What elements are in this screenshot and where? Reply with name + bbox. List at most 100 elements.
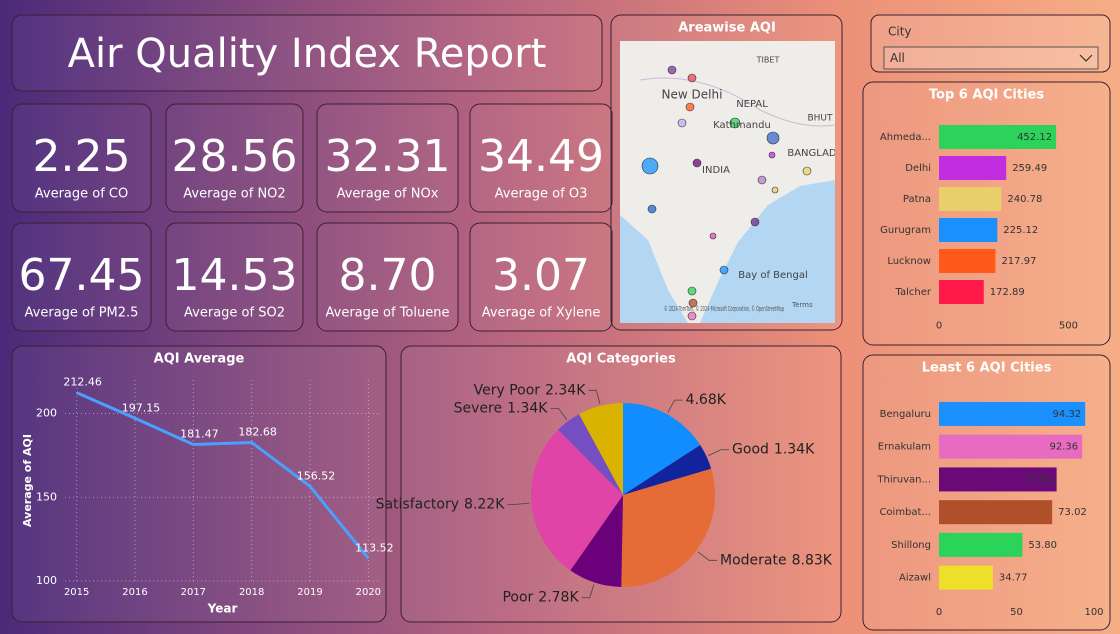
category-label: Shillong	[891, 540, 931, 551]
x-tick-label: 0	[936, 321, 942, 332]
pie-category: Good	[732, 442, 769, 458]
kpi-card	[316, 222, 459, 332]
x-tick-label: 0	[936, 607, 942, 618]
pie-slice	[531, 429, 623, 571]
slicer-label: City	[888, 25, 912, 39]
title-card	[11, 14, 603, 92]
map-bubble	[729, 117, 741, 129]
map-bubble	[667, 65, 677, 75]
y-tick-label: 150	[36, 490, 57, 503]
map-bubble	[768, 151, 776, 159]
chart-panel	[862, 81, 1111, 346]
data-label: 225.12	[1003, 225, 1038, 236]
map-label: NEPAL	[736, 99, 768, 110]
y-axis-label: Average of AQI	[21, 434, 34, 527]
map-attribution: © 2024 TomTom, © 2024 Microsoft Corporat…	[664, 305, 784, 313]
x-tick-label: 2016	[122, 587, 147, 598]
pie-slice	[623, 444, 712, 495]
pie-label: Satisfactory 8.22K	[376, 496, 506, 512]
kpi-value: 3.07	[492, 250, 590, 301]
pie-category: Poor	[502, 590, 533, 606]
category-label: Ernakulam	[878, 442, 931, 453]
pie-value: 8.22K	[464, 496, 505, 512]
pie-label: Moderate 8.83K	[720, 552, 833, 568]
kpi-value: 32.31	[325, 131, 451, 182]
map-bubble	[685, 102, 695, 112]
leader-line	[708, 449, 730, 456]
map-sea	[620, 215, 688, 323]
chart-title: AQI Categories	[566, 352, 676, 367]
map-label: BHUT	[807, 114, 833, 124]
map-bubble	[677, 118, 687, 128]
x-axis-label: Year	[207, 602, 238, 616]
pie-category: Severe	[454, 400, 502, 416]
leader-line	[507, 502, 530, 505]
kpi-card	[165, 103, 304, 213]
pie-category: Very Poor	[474, 382, 541, 398]
y-tick-label: 200	[36, 407, 57, 420]
pie-label: 4.68K	[686, 392, 727, 408]
map-bubble	[719, 265, 729, 275]
data-label: 113.52	[355, 541, 394, 554]
category-label: Patna	[903, 194, 931, 205]
x-tick-label: 2019	[297, 587, 322, 598]
data-label: 92.36	[1050, 442, 1079, 453]
kpi-label: Average of SO2	[184, 306, 285, 321]
map-bubble	[687, 286, 697, 296]
map-label: INDIA	[702, 165, 730, 176]
data-label: 75.88	[1024, 474, 1053, 485]
kpi-label: Average of Xylene	[482, 306, 601, 321]
kpi-card	[316, 103, 459, 213]
category-label: Thiruvan...	[876, 474, 931, 485]
map-bubble	[771, 186, 779, 194]
bar	[939, 249, 996, 273]
data-label: 452.12	[1017, 132, 1052, 143]
map-bubble	[692, 158, 702, 168]
map-bubble	[757, 175, 767, 185]
data-label: 197.15	[122, 401, 161, 414]
bar	[939, 280, 984, 304]
map	[620, 41, 835, 323]
category-label: Lucknow	[887, 256, 931, 267]
slicer-value: All	[890, 51, 905, 65]
pie-value: 1.34K	[507, 400, 548, 416]
kpi-value: 2.25	[33, 131, 131, 182]
report-title: Air Quality Index Report	[68, 31, 547, 77]
chart-title: Top 6 AQI Cities	[929, 88, 1044, 103]
pie-slice	[623, 403, 701, 495]
pie-slice	[621, 468, 715, 587]
chart-panel	[11, 345, 387, 623]
kpi-card	[11, 103, 152, 213]
x-tick-label: 100	[1084, 607, 1103, 618]
bar	[939, 401, 1086, 426]
x-tick-label: 50	[1010, 607, 1023, 618]
map-bubble	[750, 217, 760, 227]
kpi-label: Average of NOx	[337, 187, 439, 202]
map-terms: Terms	[791, 301, 813, 309]
pie-slice	[579, 403, 623, 495]
bar	[939, 434, 1083, 459]
map-bubble	[687, 311, 697, 321]
bar	[939, 500, 1053, 525]
map-bubble	[688, 298, 698, 308]
map-bubble	[647, 204, 657, 214]
map-label: BANGLAD	[787, 148, 837, 159]
bar	[939, 565, 993, 590]
leader-line	[667, 399, 683, 413]
leader-line	[697, 551, 718, 561]
map-bubble	[766, 131, 780, 145]
bar	[939, 467, 1057, 492]
pie-value: 4.68K	[686, 392, 727, 408]
category-label: Gurugram	[880, 225, 931, 236]
x-tick-label: 2017	[181, 587, 206, 598]
data-label: 212.46	[63, 376, 102, 389]
map-label: Kathmandu	[713, 120, 771, 131]
kpi-value: 14.53	[172, 250, 298, 301]
data-label: 259.49	[1012, 163, 1047, 174]
bar	[939, 532, 1023, 557]
slicer-dropdown[interactable]	[883, 46, 1099, 70]
pie-category: Moderate	[720, 552, 787, 568]
pie-slice	[558, 414, 623, 495]
data-label: 34.77	[999, 573, 1028, 584]
data-label: 181.47	[180, 428, 219, 441]
